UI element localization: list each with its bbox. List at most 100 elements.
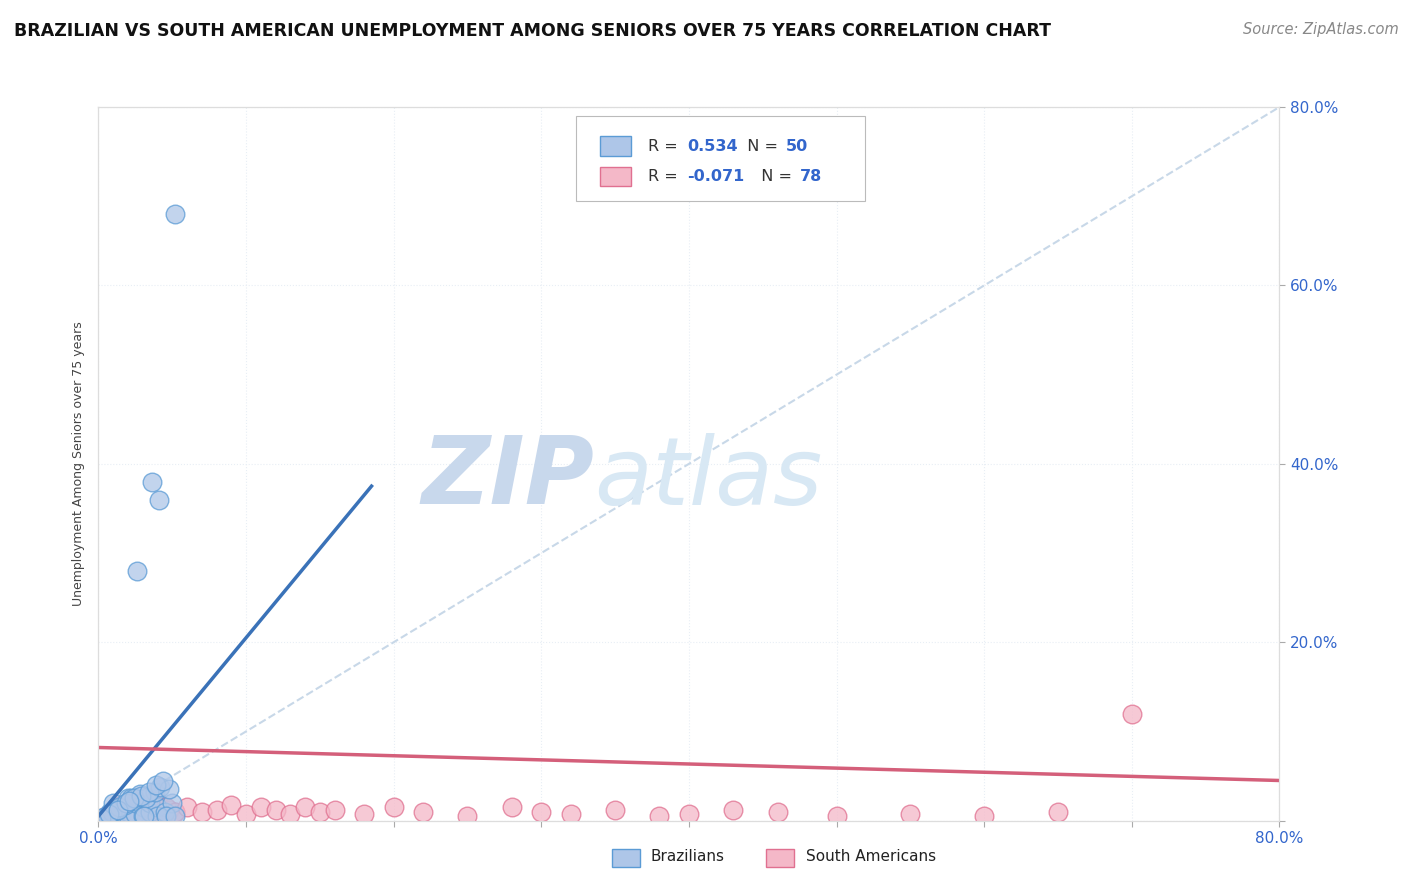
Point [124, 806, 146, 821]
Point [128, 787, 150, 801]
Point [165, 809, 187, 823]
Point [114, 806, 136, 821]
Point [98, 805, 121, 819]
Point [766, 805, 789, 819]
Point [152, 809, 174, 823]
Point [105, 803, 128, 817]
Point [117, 809, 139, 823]
Text: BRAZILIAN VS SOUTH AMERICAN UNEMPLOYMENT AMONG SENIORS OVER 75 YEARS CORRELATION: BRAZILIAN VS SOUTH AMERICAN UNEMPLOYMENT… [14, 22, 1052, 40]
Point [648, 809, 671, 823]
Point [157, 782, 180, 797]
Point [152, 773, 174, 788]
Point [124, 796, 146, 810]
Text: 50: 50 [786, 139, 808, 154]
Point [132, 800, 155, 814]
Point [118, 794, 141, 808]
Point [110, 800, 132, 814]
Point [560, 806, 582, 821]
Point [135, 800, 157, 814]
Point [139, 805, 162, 819]
Point [117, 805, 139, 819]
Point [115, 796, 138, 810]
Point [120, 809, 142, 823]
Point [128, 805, 150, 819]
Point [91, 812, 114, 826]
Point [118, 800, 141, 814]
Point [900, 806, 922, 821]
Point [94, 811, 117, 825]
Text: N =: N = [737, 139, 783, 154]
Point [1046, 805, 1069, 819]
Point [149, 806, 172, 821]
Text: ZIP: ZIP [422, 432, 595, 524]
Point [157, 803, 180, 817]
Point [294, 800, 316, 814]
Point [139, 796, 162, 810]
Point [145, 778, 167, 792]
Point [973, 809, 995, 823]
Point [148, 809, 170, 823]
Point [129, 800, 152, 814]
Point [353, 806, 375, 821]
Text: R =: R = [648, 139, 683, 154]
Point [107, 806, 129, 821]
Text: 0.534: 0.534 [688, 139, 738, 154]
Point [100, 806, 122, 821]
Point [456, 809, 478, 823]
Point [103, 796, 125, 810]
Point [98, 806, 121, 821]
Point [103, 805, 125, 819]
Point [122, 791, 145, 805]
Point [165, 805, 187, 819]
Point [382, 800, 405, 814]
Point [91, 812, 114, 826]
Point [264, 803, 287, 817]
Point [105, 800, 128, 814]
Point [143, 797, 166, 812]
Point [117, 791, 139, 805]
Point [122, 805, 145, 819]
Point [96, 809, 118, 823]
Point [141, 803, 163, 817]
Point [157, 803, 180, 817]
Point [323, 803, 346, 817]
Point [125, 564, 148, 578]
Point [117, 803, 139, 817]
Point [146, 800, 169, 814]
Point [108, 800, 131, 814]
Point [825, 809, 848, 823]
Point [678, 806, 700, 821]
Point [412, 805, 434, 819]
Point [162, 796, 183, 810]
Text: -0.071: -0.071 [688, 169, 745, 185]
Point [120, 796, 142, 810]
Point [146, 794, 169, 808]
Point [94, 809, 117, 823]
Point [94, 809, 117, 823]
Point [94, 811, 117, 825]
Point [132, 809, 155, 823]
Point [97, 807, 120, 822]
Point [1121, 706, 1143, 721]
Point [149, 780, 172, 794]
Point [129, 789, 152, 803]
Point [143, 785, 166, 799]
Point [105, 805, 128, 820]
Text: N =: N = [751, 169, 797, 185]
Point [115, 797, 138, 812]
Text: atlas: atlas [595, 433, 823, 524]
Point [165, 805, 187, 819]
Point [145, 803, 167, 817]
Point [153, 806, 176, 821]
Point [501, 800, 523, 814]
Point [165, 207, 187, 221]
Point [176, 800, 198, 814]
Point [530, 805, 553, 819]
Point [141, 475, 163, 489]
Point [235, 806, 257, 821]
Point [132, 800, 155, 814]
Point [135, 806, 157, 821]
Point [98, 808, 121, 822]
Point [155, 809, 177, 823]
Point [205, 803, 228, 817]
